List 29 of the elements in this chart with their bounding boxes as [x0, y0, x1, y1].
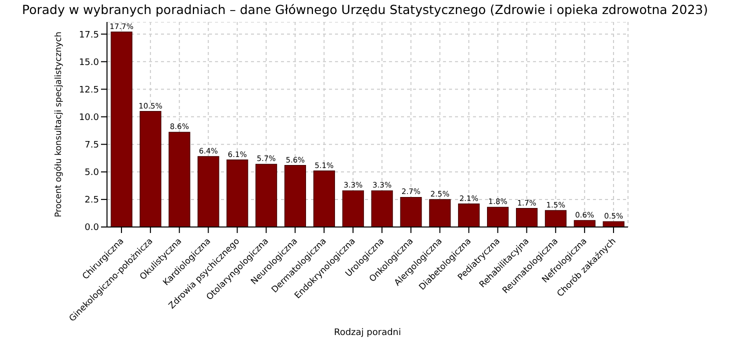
- bar: [544, 210, 567, 227]
- y-tick-label: 2.5: [84, 196, 99, 206]
- y-axis-title: Procent ogółu konsultacji specjalistycznych: [54, 32, 64, 218]
- y-tick-label: 0.0: [84, 223, 100, 234]
- x-axis-title: Rodzaj poradni: [334, 328, 402, 338]
- bar: [487, 206, 509, 227]
- bar: [313, 170, 335, 227]
- bar: [429, 199, 451, 227]
- y-tick-label: 15.0: [78, 58, 100, 68]
- bar: [284, 164, 306, 227]
- y-tick-label: 12.5: [78, 85, 99, 96]
- bar: [400, 196, 422, 227]
- bar: [602, 221, 624, 227]
- y-tick-label: 7.5: [84, 140, 99, 151]
- y-tick-label: 17.5: [78, 30, 99, 40]
- bar: [168, 132, 190, 227]
- chart-title: Porady w wybranych poradniach – dane Głównego Urzędu Statystycznego (Zdrowie i opieka zdrowotna 2023): [21, 2, 709, 17]
- bar: [458, 204, 480, 227]
- bar: [140, 110, 162, 227]
- y-tick-label: 5.0: [84, 168, 100, 178]
- bar: [516, 208, 538, 227]
- bar: [226, 159, 248, 227]
- bar: [198, 156, 220, 227]
- y-tick-label: 10.0: [78, 112, 100, 123]
- bar: [255, 164, 278, 227]
- bar: [110, 32, 132, 227]
- bar: [371, 190, 393, 227]
- bar: [342, 190, 364, 227]
- bar: [574, 220, 596, 227]
